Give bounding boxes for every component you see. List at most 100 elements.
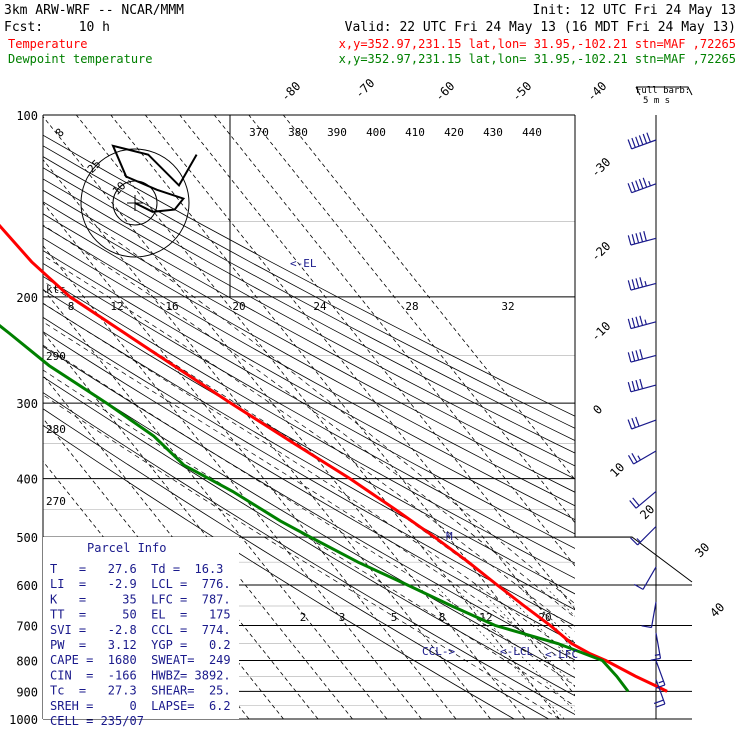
valid-time: Valid: 22 UTC Fri 24 May 13 (16 MDT Fri …	[345, 20, 736, 35]
moist-adiabat-8	[43, 344, 575, 687]
mixing-ratio-label: 2	[300, 611, 307, 624]
wind-barb	[627, 378, 657, 393]
isotherm--30	[43, 158, 491, 719]
dry-adiabat-260	[43, 408, 550, 719]
theta-label: 390	[327, 126, 347, 139]
m-marker: M	[446, 530, 453, 543]
isotherm-20	[179, 115, 575, 610]
theta-label-left: 280	[46, 423, 66, 436]
ccl-marker: CCL->	[422, 645, 455, 658]
isotherm-30	[213, 115, 575, 567]
isotherm-label: -60	[432, 79, 457, 104]
parcel-info-row: CELL = 235/07	[50, 714, 144, 728]
mixing-ratio-top-label: 12	[110, 300, 123, 313]
temperature-location: x,y=352.97,231.15 lat,lon= 31.95,-102.21…	[339, 37, 736, 51]
mixing-ratio-top-label: 32	[501, 300, 514, 313]
mixing-ratio-line-2	[434, 584, 565, 719]
dry-adiabat-370	[43, 250, 575, 549]
isotherm-label: -70	[352, 76, 377, 101]
dry-adiabat-460	[43, 145, 575, 429]
isotherm-label: 0	[590, 402, 605, 417]
wind-key-label: Full barb:	[636, 86, 690, 96]
parcel-info-row: SVI = -2.8 CCL = 774.	[50, 623, 231, 637]
parcel-info-row: CAPE = 1680 SWEAT= 249	[50, 653, 231, 667]
dry-adiabat-410	[43, 201, 575, 493]
wind-barb	[653, 679, 666, 708]
dry-adiabat-390	[43, 225, 575, 521]
theta-label: 420	[444, 126, 464, 139]
isotherm--60	[43, 288, 388, 719]
moist-adiabat-0	[43, 369, 575, 707]
isotherm-label: -20	[588, 239, 613, 264]
moist-adiabat-34	[88, 221, 575, 605]
theta-label: 430	[483, 126, 503, 139]
fcst-label: Fcst:	[4, 20, 43, 35]
wind-key-barb-icon	[635, 86, 693, 96]
parcel-info-row: K = 35 LFC = 787.	[50, 592, 231, 606]
wind-barb	[655, 660, 666, 689]
fcst-value: 10 h	[79, 20, 110, 35]
dry-adiabat-250	[43, 424, 515, 719]
dry-adiabat-400	[43, 213, 575, 507]
theta-label-left: 290	[46, 350, 66, 363]
mixing-ratio-label: 3	[339, 611, 346, 624]
pressure-label-200: 200	[16, 291, 38, 305]
dry-adiabat-320	[43, 316, 575, 627]
theta-labels: 370 380 390 400 410 420 430 440 290 280 270	[46, 126, 542, 508]
wind-barb	[630, 526, 657, 546]
dewpoint-profile	[0, 324, 630, 693]
parcel-info-row: Tc = 27.3 SHEAR= 25.	[50, 684, 231, 698]
wind-barb	[627, 416, 657, 430]
wind-barb	[627, 177, 657, 194]
pressure-label-900: 900	[16, 685, 38, 699]
wind-barb	[627, 277, 657, 291]
dry-adiabat-430	[43, 178, 575, 467]
lfc-marker: <-LFC	[545, 648, 578, 661]
hodograph-ring-label-outer: 25	[85, 157, 104, 176]
mixing-ratio-top-label: 16	[165, 300, 178, 313]
wind-barb	[627, 231, 657, 246]
dry-adiabat-440	[43, 167, 575, 454]
theta-label: 370	[249, 126, 269, 139]
isotherm-label: -10	[588, 319, 613, 344]
mixing-ratio-top-label: 24	[313, 300, 327, 313]
parcel-info-row: PW = 3.12 YGP = 0.2	[50, 638, 231, 652]
dry-adiabat-280	[43, 376, 575, 697]
pressure-label-300: 300	[16, 397, 38, 411]
isotherm-label: -50	[509, 79, 534, 104]
pressure-label-400: 400	[16, 473, 38, 487]
dry-adiabat-300	[43, 345, 575, 661]
dry-adiabat-330	[43, 302, 575, 611]
isotherm-label: -30	[588, 155, 613, 180]
parcel-info-panel: Parcel Info T = 27.6 Td = 16.3LI = -2.9 …	[43, 537, 239, 728]
wind-barb	[650, 632, 662, 661]
moist-adiabat--10	[43, 394, 560, 719]
pressure-label-700: 700	[16, 619, 38, 633]
wind-barb	[627, 315, 657, 330]
hodograph-units: kts	[46, 283, 66, 296]
dewpoint-location: x,y=352.97,231.15 lat,lon= 31.95,-102.21…	[339, 52, 736, 66]
mixing-ratio-grid	[434, 584, 575, 719]
parcel-info-row: LI = -2.9 LCL = 776.	[50, 577, 231, 591]
isotherm-label: 10	[607, 460, 627, 480]
pressure-label-600: 600	[16, 579, 38, 593]
el-marker: <-EL	[290, 257, 317, 270]
wind-barb	[629, 490, 657, 509]
isotherm-label: 30	[692, 540, 712, 560]
pressure-label-800: 800	[16, 654, 38, 668]
mixing-ratio-label: 8	[439, 611, 446, 624]
pressure-label-1000: 1000	[9, 713, 38, 727]
dewpoint-legend: Dewpoint temperature	[8, 52, 153, 66]
isotherm-label: 40	[707, 600, 727, 620]
plot-frame	[42, 115, 693, 720]
theta-label: 380	[288, 126, 308, 139]
parcel-info-row: SREH = 0 LAPSE= 6.2	[50, 699, 231, 713]
wind-barbs	[627, 132, 666, 708]
theta-label-left: 270	[46, 495, 66, 508]
isotherm-10	[144, 115, 575, 653]
parcel-info-row: T = 27.6 Td = 16.3	[50, 562, 223, 576]
lcl-marker: <-LCL	[500, 645, 533, 658]
parcel-info-title: Parcel Info	[87, 541, 166, 555]
wind-barb	[627, 450, 657, 465]
